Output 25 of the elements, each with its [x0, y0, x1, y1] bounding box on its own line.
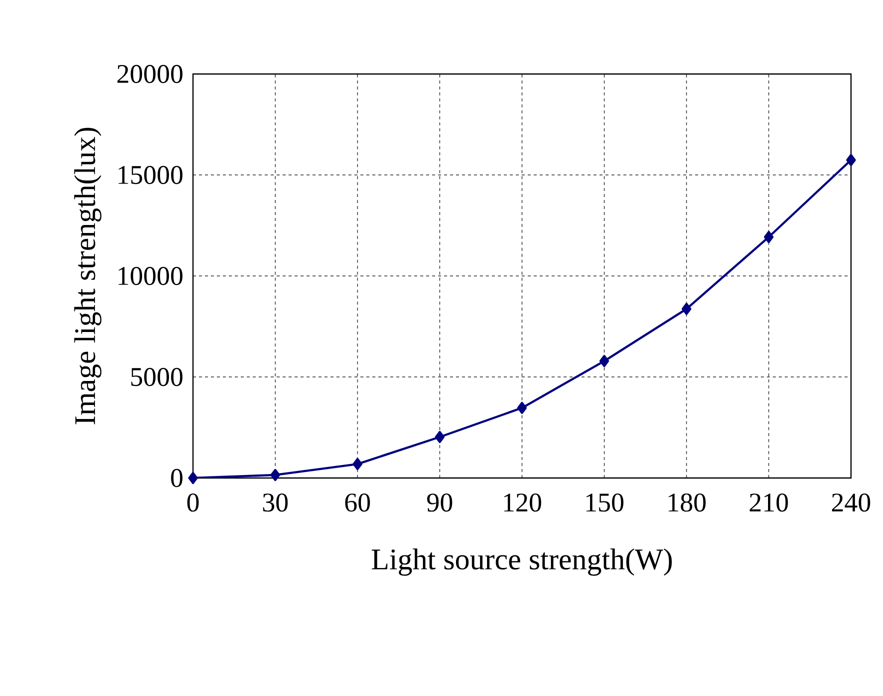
- x-tick-label: 240: [832, 494, 870, 512]
- x-tick-label: 30: [263, 494, 288, 512]
- x-tick-label: 120: [504, 494, 542, 512]
- point: [599, 354, 610, 368]
- y-axis-title: Image light strength(lux): [74, 128, 102, 424]
- y-tick-label: 15000: [118, 166, 182, 184]
- y-tick-label: 5000: [131, 368, 182, 386]
- y-tick-label: 0: [171, 468, 182, 488]
- y-tick-label: 20000: [117, 64, 182, 84]
- point: [682, 302, 692, 315]
- point: [270, 468, 280, 482]
- point: [188, 472, 198, 484]
- point: [517, 402, 527, 414]
- point: [846, 154, 856, 166]
- point: [434, 430, 445, 444]
- point: [764, 230, 774, 244]
- x-axis-title: Light source strength(W): [372, 548, 672, 576]
- point: [352, 458, 362, 470]
- x-tick-label: 180: [668, 494, 706, 512]
- x-tick-label: 90: [427, 494, 452, 512]
- x-tick-label: 60: [345, 494, 370, 512]
- y-tick-label: 10000: [118, 266, 182, 286]
- x-tick-label: 150: [586, 494, 624, 512]
- x-tick-label: 210: [750, 494, 788, 512]
- x-tick-label: 0: [187, 494, 199, 512]
